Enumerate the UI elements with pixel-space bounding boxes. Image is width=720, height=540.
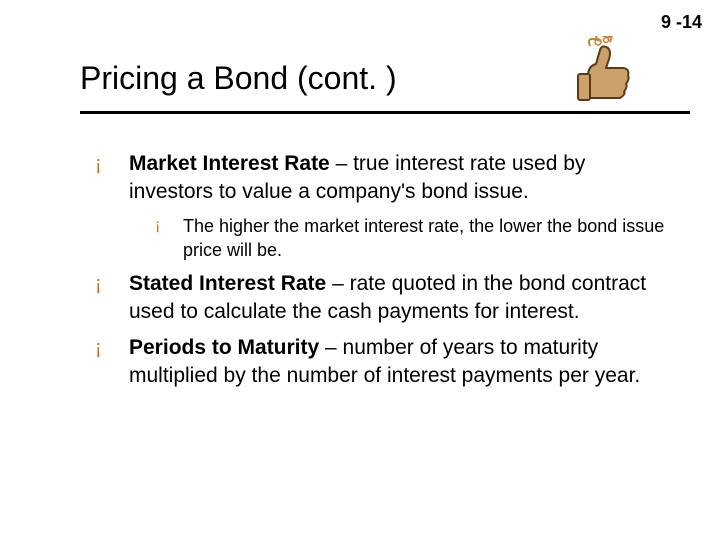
bullet-bold: Market Interest Rate	[129, 152, 330, 175]
slide-title: Pricing a Bond (cont. )	[80, 60, 680, 107]
title-block: Pricing a Bond (cont. )	[80, 60, 680, 114]
circle-bullet-icon: ¡	[155, 214, 183, 238]
bullet-text: Stated Interest Rate – rate quoted in th…	[129, 270, 670, 326]
bullet-item: ¡ Periods to Maturity – number of years …	[95, 334, 670, 390]
bullet-text: Market Interest Rate – true interest rat…	[129, 150, 670, 206]
bullet-item: ¡ Market Interest Rate – true interest r…	[95, 150, 670, 206]
bullet-bold: Periods to Maturity	[129, 336, 319, 359]
circle-bullet-icon: ¡	[95, 334, 129, 362]
bullet-bold: Stated Interest Rate	[129, 272, 326, 295]
bullet-text: Periods to Maturity – number of years to…	[129, 334, 670, 390]
circle-bullet-icon: ¡	[95, 150, 129, 178]
content-area: ¡ Market Interest Rate – true interest r…	[95, 150, 670, 398]
page-number: 9 -14	[661, 12, 702, 33]
bullet-item: ¡ Stated Interest Rate – rate quoted in …	[95, 270, 670, 326]
title-underline	[80, 111, 690, 114]
sub-bullet-text: The higher the market interest rate, the…	[183, 214, 670, 262]
sub-bullet-item: ¡ The higher the market interest rate, t…	[155, 214, 670, 262]
circle-bullet-icon: ¡	[95, 270, 129, 298]
